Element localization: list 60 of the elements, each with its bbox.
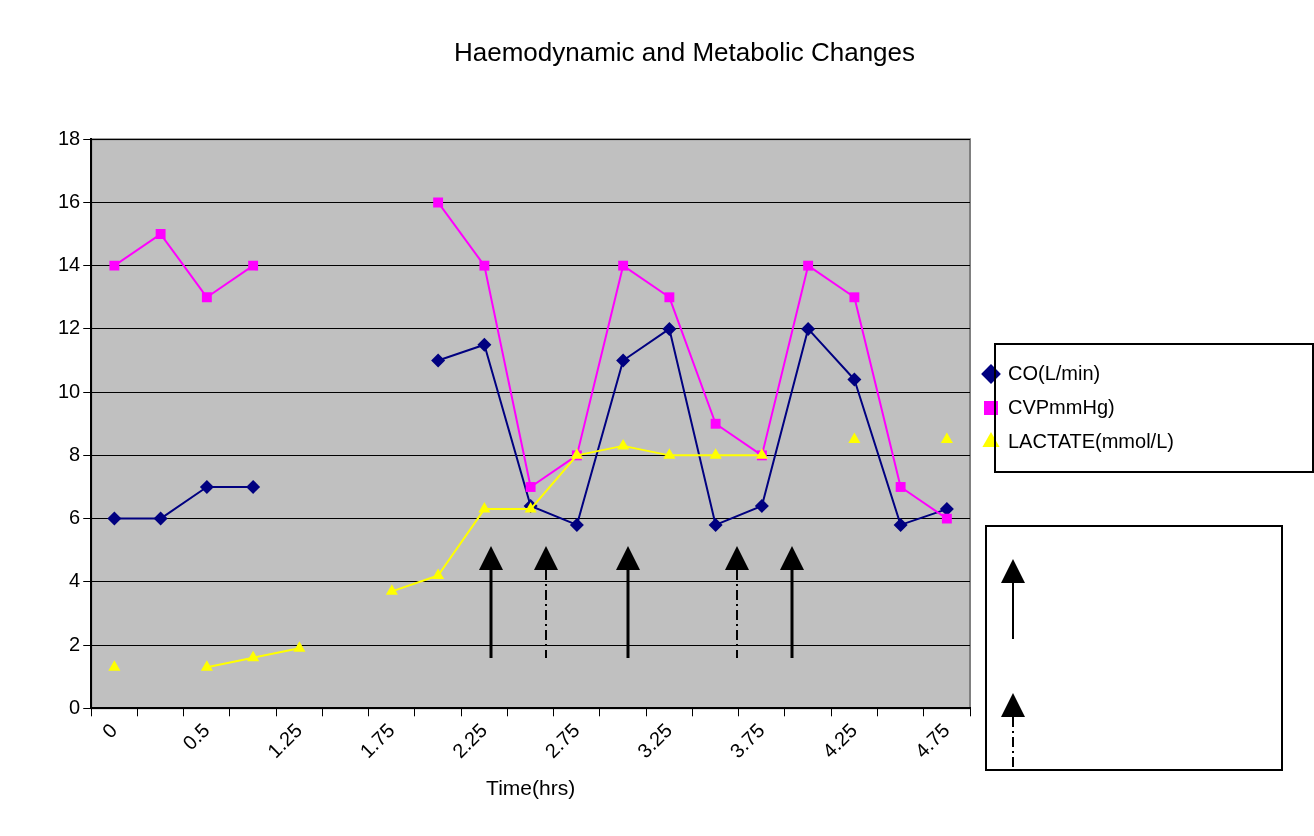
point bbox=[479, 260, 490, 271]
point bbox=[618, 260, 629, 271]
y-tick-label: 14 bbox=[58, 253, 81, 276]
point bbox=[895, 482, 906, 492]
chart-title: Haemodynamic and Metabolic Changes bbox=[453, 36, 916, 67]
x-tick-label: 0.5 bbox=[178, 718, 214, 755]
point bbox=[385, 584, 398, 595]
x-tick-label: 0 bbox=[97, 718, 122, 743]
point bbox=[708, 517, 723, 532]
point bbox=[662, 321, 677, 336]
y-tick-label: 8 bbox=[69, 442, 81, 465]
point bbox=[940, 432, 953, 444]
y-tick-label: 4 bbox=[69, 569, 81, 592]
point bbox=[108, 660, 121, 671]
point bbox=[709, 448, 722, 459]
point bbox=[155, 229, 166, 239]
point bbox=[477, 337, 492, 352]
point bbox=[200, 660, 213, 671]
point bbox=[803, 260, 814, 271]
point bbox=[941, 513, 952, 524]
y-tick-label: 18 bbox=[58, 126, 81, 149]
y-tick-label: 2 bbox=[69, 632, 81, 655]
point bbox=[663, 448, 676, 459]
point bbox=[524, 502, 537, 513]
point bbox=[525, 482, 536, 492]
y-tick-label: 0 bbox=[69, 695, 81, 718]
point bbox=[616, 353, 631, 368]
legend-label: LACTATE(mmol/L) bbox=[1008, 429, 1174, 452]
point bbox=[617, 438, 630, 450]
point bbox=[893, 517, 908, 532]
y-tick-label: 10 bbox=[58, 379, 81, 402]
point bbox=[107, 511, 122, 526]
point bbox=[248, 260, 259, 271]
point bbox=[754, 498, 769, 513]
x-axis-title: Time(hrs) bbox=[486, 776, 576, 800]
legend-label: CO(L/min) bbox=[1008, 361, 1101, 384]
point bbox=[847, 372, 862, 387]
point bbox=[293, 641, 306, 652]
point bbox=[801, 321, 816, 336]
point bbox=[201, 292, 212, 303]
point bbox=[478, 502, 491, 513]
y-tick-label: 12 bbox=[58, 316, 81, 339]
point bbox=[848, 432, 861, 444]
point bbox=[246, 479, 261, 494]
x-tick-label: 4.25 bbox=[818, 718, 862, 763]
x-tick-label: 4.75 bbox=[910, 718, 954, 763]
point bbox=[849, 292, 860, 303]
point bbox=[199, 479, 214, 494]
point bbox=[247, 650, 260, 662]
point bbox=[109, 260, 120, 271]
point bbox=[153, 511, 168, 526]
point bbox=[433, 197, 444, 208]
point bbox=[710, 418, 721, 429]
point bbox=[432, 568, 445, 580]
y-tick-label: 6 bbox=[69, 506, 81, 529]
legend-label: CVPmmHg) bbox=[1008, 395, 1115, 418]
y-tick-label: 16 bbox=[58, 189, 81, 212]
point bbox=[431, 353, 446, 368]
point bbox=[664, 292, 675, 303]
point bbox=[569, 517, 584, 532]
